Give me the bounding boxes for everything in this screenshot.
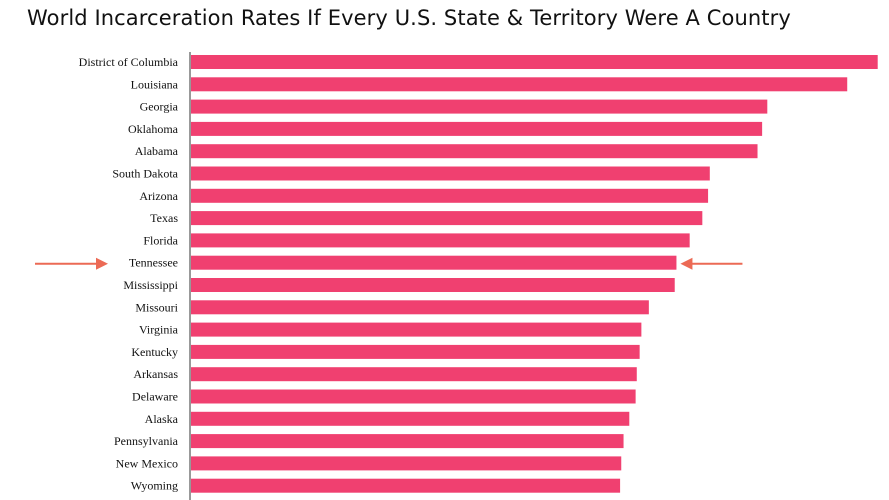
left-arrow-head-icon	[96, 257, 108, 270]
category-label-new-mexico: New Mexico	[116, 456, 178, 470]
bar-mississippi	[191, 278, 675, 292]
category-label-virginia: Virginia	[139, 323, 179, 337]
category-label-missouri: Missouri	[135, 300, 178, 314]
category-label-south-dakota: South Dakota	[112, 167, 178, 181]
category-label-kentucky: Kentucky	[131, 345, 178, 359]
category-label-arkansas: Arkansas	[133, 367, 178, 381]
category-label-delaware: Delaware	[132, 390, 178, 404]
bar-pennsylvania	[191, 434, 624, 449]
bar-kentucky	[191, 344, 640, 359]
category-label-florida: Florida	[143, 233, 178, 247]
bar-district-of-columbia	[191, 55, 878, 69]
bar-missouri	[191, 300, 649, 315]
bar-alaska	[191, 411, 630, 426]
category-label-oklahoma: Oklahoma	[128, 122, 179, 136]
bars-group	[191, 55, 878, 493]
category-labels-group: District of Columbia Louisiana Georgia Okla…	[79, 55, 179, 493]
bar-delaware	[191, 389, 636, 404]
bar-virginia	[191, 322, 642, 337]
bar-florida	[191, 233, 690, 248]
bar-alabama	[191, 144, 758, 159]
category-label-district-of-columbia: District of Columbia	[79, 55, 179, 69]
bar-new-mexico	[191, 456, 622, 471]
category-label-arizona: Arizona	[139, 189, 178, 203]
highlight-arrows-group	[35, 257, 743, 270]
bar-arizona	[191, 188, 709, 203]
category-label-alaska: Alaska	[145, 412, 179, 426]
category-label-louisiana: Louisiana	[131, 77, 179, 91]
category-label-tennessee: Tennessee	[129, 256, 178, 270]
bar-louisiana	[191, 77, 848, 92]
bar-oklahoma	[191, 121, 763, 136]
bar-georgia	[191, 99, 768, 114]
category-label-georgia: Georgia	[140, 100, 179, 114]
chart-title: World Incarceration Rates If Every U.S. …	[27, 6, 791, 30]
category-label-mississippi: Mississippi	[123, 278, 178, 292]
right-arrow-head-icon	[680, 257, 693, 270]
bar-arkansas	[191, 367, 637, 382]
bar-texas	[191, 211, 703, 226]
category-label-alabama: Alabama	[135, 144, 179, 158]
category-label-texas: Texas	[150, 211, 178, 225]
bar-south-dakota	[191, 166, 710, 181]
bar-wyoming	[191, 478, 621, 493]
category-label-wyoming: Wyoming	[131, 479, 178, 493]
bar-tennessee	[191, 255, 677, 270]
category-label-pennsylvania: Pennsylvania	[114, 434, 179, 448]
